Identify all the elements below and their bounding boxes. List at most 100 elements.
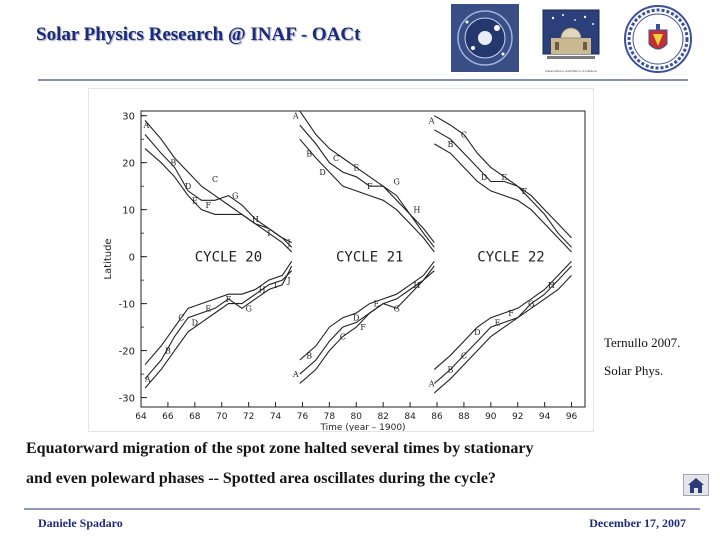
series-point-label: D: [481, 173, 487, 182]
x-tick-label: 64: [135, 412, 147, 422]
series-point-label: A: [428, 380, 435, 389]
plot-frame: [140, 110, 586, 408]
university-seal-logo: [623, 4, 693, 74]
series-point-label: E: [501, 173, 507, 182]
x-tick-label: 92: [512, 412, 523, 422]
latitude-series-line: [433, 275, 572, 394]
footer-author: Daniele Spadaro: [38, 516, 123, 530]
x-tick-label: 82: [377, 412, 388, 422]
series-point-label: C: [178, 314, 184, 323]
latitude-series-line: [434, 115, 572, 239]
latitude-series-line: [144, 134, 293, 248]
cycle-label: CYCLE 20: [195, 250, 262, 266]
latitude-series-line: [144, 120, 292, 244]
latitude-series-line: [144, 270, 293, 389]
series-point-label: B: [165, 347, 171, 356]
chart-series: [144, 110, 572, 394]
x-tick-label: 74: [270, 412, 282, 422]
x-tick-label: 86: [431, 412, 443, 422]
latitude-series-line: [433, 265, 572, 384]
latitude-series-line: [144, 265, 293, 380]
series-point-label: G: [528, 300, 534, 309]
series-point-label: G: [245, 304, 251, 313]
series-point-label: I: [267, 229, 270, 238]
series-point-label: E: [353, 163, 359, 172]
cycle-label: CYCLE 22: [477, 250, 544, 266]
astronomy-society-logo-icon: [451, 4, 519, 72]
series-point-label: F: [367, 182, 373, 191]
y-tick-label: -30: [119, 394, 135, 405]
slide-title: Solar Physics Research @ INAF - OACt: [36, 24, 361, 45]
latitude-chart-panel: 30 20 10 0 -10 -20 -30 64 66 68 70 72 74 76 78 80 82 84 86…: [88, 88, 594, 432]
series-point-label: A: [292, 370, 299, 379]
latitude-series-line: [299, 265, 435, 375]
series-point-label: C: [461, 130, 467, 139]
x-axis-label: Time (year – 1900): [319, 423, 405, 431]
latitude-series-line: [434, 143, 572, 253]
figure-credit-journal: Solar Phys.: [604, 363, 664, 378]
university-seal-icon: [624, 5, 692, 73]
series-point-label: J: [286, 239, 290, 248]
home-button[interactable]: [683, 474, 709, 496]
latitude-series-line: [299, 260, 435, 361]
x-tick-label: 80: [351, 412, 363, 422]
series-point-label: D: [192, 318, 198, 327]
series-point-label: G: [232, 192, 238, 201]
series-point-label: C: [461, 351, 467, 360]
series-point-label: D: [319, 168, 325, 177]
series-point-label: A: [292, 112, 299, 121]
latitude-series-line: [144, 148, 293, 253]
series-point-label: F: [226, 295, 232, 304]
series-point-label: F: [205, 201, 211, 210]
series-point-label: A: [142, 121, 149, 130]
astronomy-society-logo: [451, 4, 519, 72]
footer-divider: [24, 508, 700, 510]
cycle-label: CYCLE 21: [336, 250, 403, 266]
series-point-label: A: [144, 375, 151, 384]
series-point-label: G: [393, 177, 399, 186]
series-point-label: B: [448, 365, 454, 374]
latitude-series-line: [299, 110, 435, 243]
series-point-label: E: [374, 300, 380, 309]
latitude-series-line: [144, 260, 293, 366]
x-tick-label: 88: [458, 412, 470, 422]
series-point-label: D: [353, 314, 359, 323]
x-tick-label: 70: [216, 412, 228, 422]
catania-observatory-logo: [541, 8, 601, 70]
x-tick-label: 78: [324, 412, 336, 422]
y-tick-label: 20: [122, 159, 135, 170]
series-point-label: G: [393, 304, 399, 313]
y-tick-label: -20: [119, 347, 135, 358]
y-tick-label: -10: [119, 300, 135, 311]
latitude-series-line: [433, 260, 572, 370]
x-tick-label: 96: [566, 412, 578, 422]
series-point-label: H: [548, 281, 555, 290]
series-point-label: F: [360, 323, 366, 332]
y-tick-label: 10: [122, 206, 135, 217]
series-point-label: D: [185, 182, 191, 191]
series-point-label: B: [306, 351, 312, 360]
series-point-label: J: [286, 276, 290, 285]
series-point-label: C: [340, 333, 346, 342]
series-point-label: E: [205, 304, 211, 313]
series-point-label: C: [333, 154, 339, 163]
x-tick-label: 94: [539, 412, 551, 422]
chart-annotations: CYCLE 20 CYCLE 21 CYCLE 22: [195, 250, 545, 266]
series-point-label: D: [474, 328, 480, 337]
latitude-series-line: [434, 129, 572, 248]
observatory-icon: [542, 9, 600, 59]
series-point-label: F: [508, 309, 514, 318]
figure-credit-author: Ternullo 2007.: [604, 335, 681, 350]
series-point-label: C: [212, 175, 218, 184]
latitude-series-line: [299, 138, 435, 253]
header-divider: [38, 79, 688, 81]
x-tick-label: 76: [297, 412, 309, 422]
series-point-label: F: [522, 187, 528, 196]
caption-line-1: Equatorward migration of the spot zone h…: [26, 440, 534, 457]
observatory-logo-caption: Osservatorio Astrofisico di Catania: [545, 69, 597, 73]
x-tick-label: 68: [189, 412, 201, 422]
series-point-label: B: [170, 159, 176, 168]
